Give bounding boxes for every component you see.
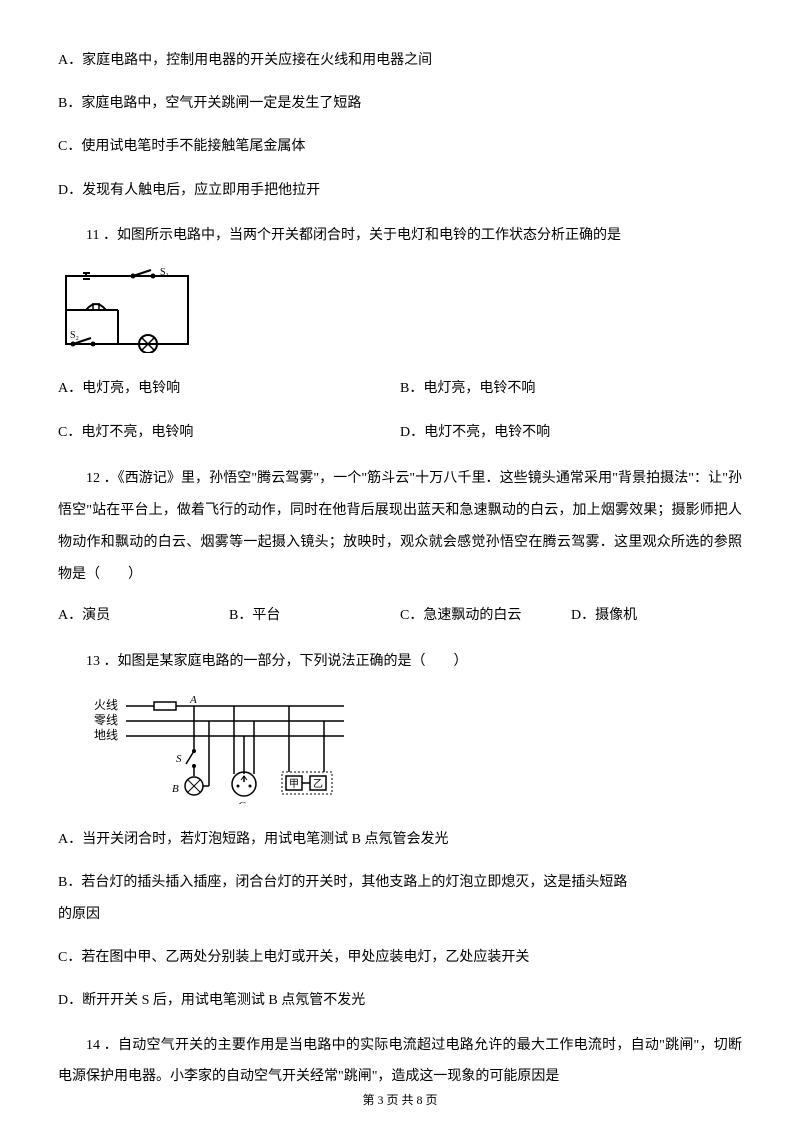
svg-text:S: S xyxy=(176,753,182,765)
page-footer: 第 3 页 共 8 页 xyxy=(0,1090,800,1112)
svg-text:零线: 零线 xyxy=(94,713,118,727)
q11-stem: 11 ．如图所示电路中，当两个开关都闭合时，关于电灯和电铃的工作状态分析正确的是 xyxy=(58,221,742,250)
q13-stem: 13 ．如图是某家庭电路的一部分，下列说法正确的是（ ） xyxy=(58,647,742,676)
q12-option-c: C．急速飘动的白云 xyxy=(400,603,571,628)
svg-text:C: C xyxy=(238,800,246,804)
svg-text:火线: 火线 xyxy=(94,698,118,712)
q13-option-a: A．当开关闭合时，若灯泡短路，用试电笔测试 B 点氖管会发光 xyxy=(58,827,742,852)
q13-option-b-line1: B．若台灯的插头插入插座，闭合台灯的开关时，其他支路上的灯泡立即熄灭，这是插头短… xyxy=(58,870,742,895)
s1-label: S₁ xyxy=(160,268,169,278)
svg-text:B: B xyxy=(172,783,179,795)
q12-option-d: D．摄像机 xyxy=(571,603,742,628)
q12-stem: 12 ．《西游记》里，孙悟空"腾云驾雾"，一个"筋斗云"十万八千里．这些镜头通常… xyxy=(58,463,742,592)
q13-option-b-line2: 的原因 xyxy=(58,902,742,927)
svg-text:乙: 乙 xyxy=(313,778,323,790)
q10-option-d: D．发现有人触电后，应立即用手把他拉开 xyxy=(58,178,742,203)
svg-text:地线: 地线 xyxy=(94,728,118,742)
q10-option-a: A．家庭电路中，控制用电器的开关应接在火线和用电器之间 xyxy=(58,48,742,73)
q10-option-c: C．使用试电笔时手不能接触笔尾金属体 xyxy=(58,134,742,159)
q11-options-row1: A．电灯亮，电铃响 B．电灯亮，电铃不响 xyxy=(58,376,742,401)
q11-option-d: D．电灯不亮，电铃不响 xyxy=(400,420,742,445)
svg-text:A: A xyxy=(189,694,197,706)
q13-option-c: C．若在图中甲、乙两处分别装上电灯或开关，甲处应装电灯，乙处应装开关 xyxy=(58,945,742,970)
svg-text:甲: 甲 xyxy=(289,779,299,790)
s2-label: S₂ xyxy=(70,330,79,341)
q12-option-b: B．平台 xyxy=(229,603,400,628)
q11-option-a: A．电灯亮，电铃响 xyxy=(58,376,400,401)
q10-option-b: B．家庭电路中，空气开关跳闸一定是发生了短路 xyxy=(58,91,742,116)
q11-circuit-diagram: S₁ S₂ xyxy=(58,268,742,362)
q13-circuit-diagram: 火线 零线 地线 A S B C 甲 乙 xyxy=(94,694,742,813)
q11-option-b: B．电灯亮，电铃不响 xyxy=(400,376,742,401)
q11-option-c: C．电灯不亮，电铃响 xyxy=(58,420,400,445)
q12-option-a: A．演员 xyxy=(58,603,229,628)
q13-option-d: D．断开开关 S 后，用试电笔测试 B 点氖管不发光 xyxy=(58,988,742,1013)
q11-options-row2: C．电灯不亮，电铃响 D．电灯不亮，电铃不响 xyxy=(58,420,742,445)
q12-options: A．演员 B．平台 C．急速飘动的白云 D．摄像机 xyxy=(58,603,742,628)
q14-stem: 14 ．自动空气开关的主要作用是当电路中的实际电流超过电路允许的最大工作电流时，… xyxy=(58,1031,742,1093)
